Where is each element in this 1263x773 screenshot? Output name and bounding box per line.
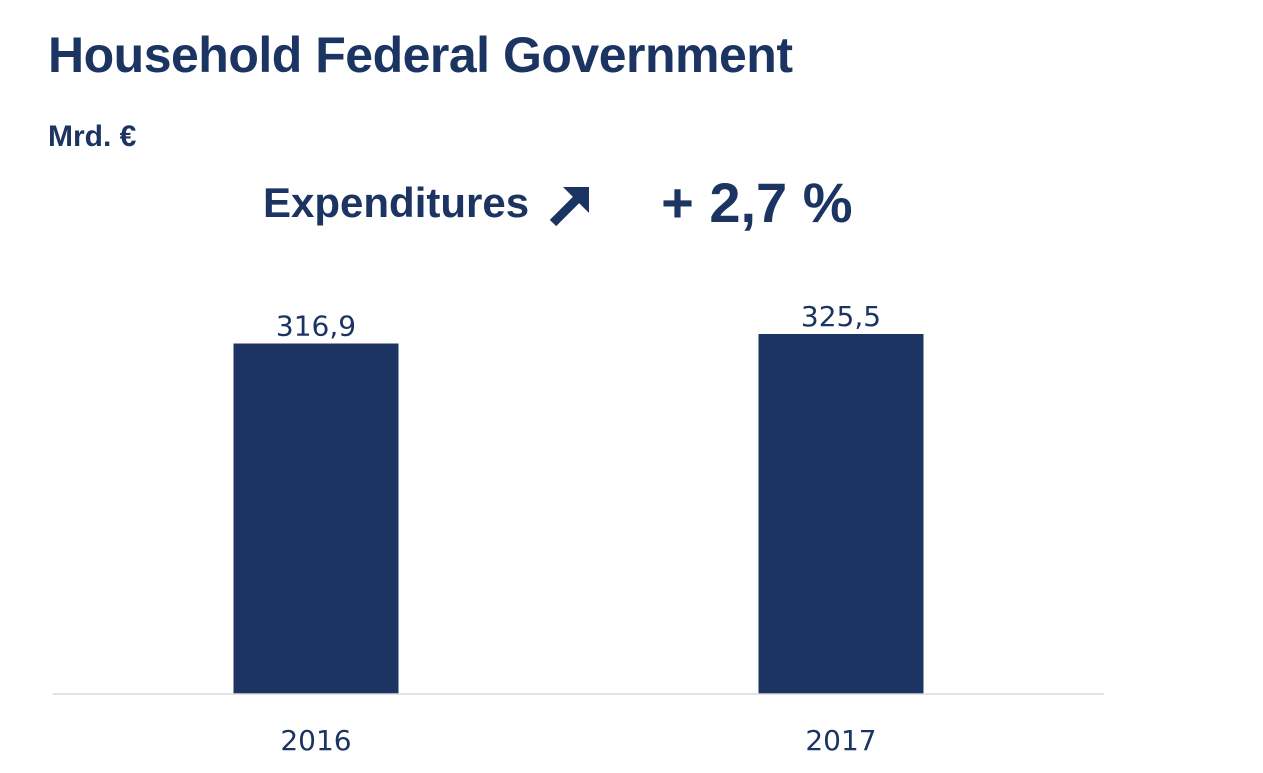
metric-label: Expenditures — [263, 178, 530, 226]
arrow-up-right-icon — [549, 186, 590, 226]
page-title: Household Federal Government — [48, 27, 793, 83]
bar-2016 — [233, 343, 399, 694]
data-label-2016: 316,9 — [276, 310, 356, 343]
headline: Expenditures + 2,7 % — [263, 170, 853, 235]
change-value: + 2,7 % — [661, 171, 853, 234]
bar-2017 — [758, 334, 924, 694]
unit-label: Mrd. € — [48, 120, 137, 153]
x-tick-label-2017: 2017 — [805, 724, 876, 757]
labels-group: 316,9 2016 325,5 2017 — [276, 300, 881, 757]
x-tick-label-2016: 2016 — [280, 724, 351, 757]
bars-group — [233, 334, 924, 694]
data-label-2017: 325,5 — [801, 300, 881, 333]
